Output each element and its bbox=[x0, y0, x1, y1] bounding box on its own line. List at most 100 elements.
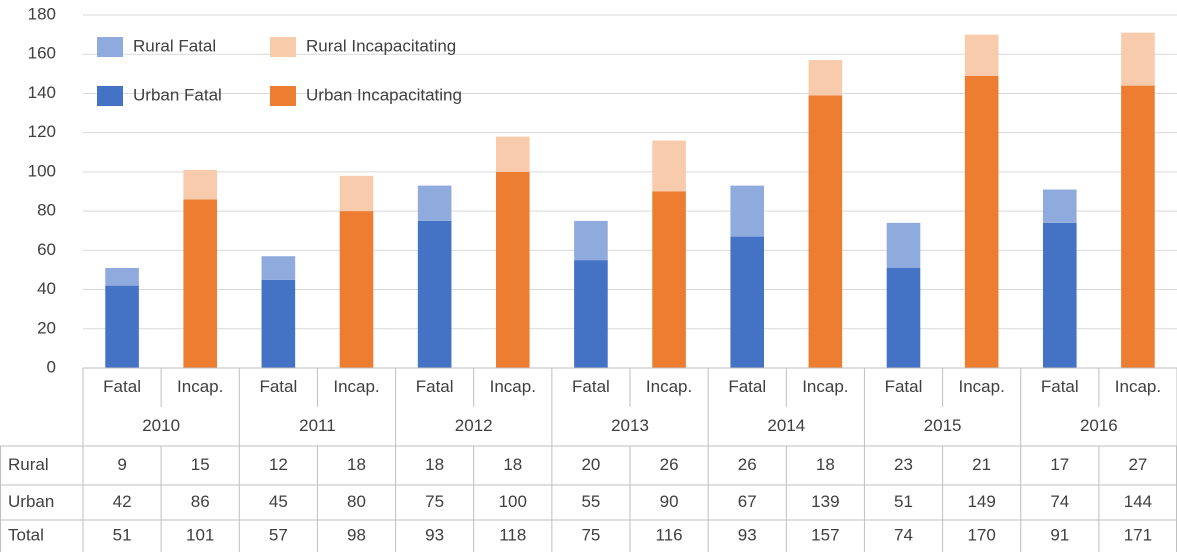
legend-swatch bbox=[97, 86, 123, 106]
table-cell: 93 bbox=[738, 525, 757, 544]
table-cell: 139 bbox=[811, 492, 839, 511]
legend-swatch bbox=[270, 86, 296, 106]
table-cell: 18 bbox=[347, 455, 366, 474]
group-label: 2014 bbox=[767, 416, 805, 435]
table-cell: 75 bbox=[425, 492, 444, 511]
x-tick-label: Incap. bbox=[802, 377, 848, 396]
table-cell: 67 bbox=[738, 492, 757, 511]
bar-segment bbox=[183, 169, 218, 200]
y-tick-label: 80 bbox=[37, 201, 56, 220]
bar-segment bbox=[105, 267, 139, 286]
table-cell: 144 bbox=[1124, 492, 1152, 511]
table-cell: 86 bbox=[191, 492, 210, 511]
group-label: 2010 bbox=[142, 416, 180, 435]
table-cell: 93 bbox=[425, 525, 444, 544]
table-cell: 18 bbox=[503, 455, 522, 474]
x-tick-label: Incap. bbox=[333, 377, 379, 396]
bar-segment bbox=[1121, 85, 1155, 368]
group-label: 2016 bbox=[1080, 416, 1118, 435]
row-label: Total bbox=[8, 525, 44, 544]
row-label: Rural bbox=[8, 455, 49, 474]
x-tick-label: Fatal bbox=[728, 377, 766, 396]
bar-segment bbox=[261, 279, 296, 368]
bar-segment bbox=[652, 140, 686, 192]
y-tick-label: 0 bbox=[47, 357, 56, 376]
bar-segment bbox=[417, 220, 452, 368]
bar-segment bbox=[730, 236, 765, 368]
row-label: Urban bbox=[8, 492, 54, 511]
legend-label: Urban Incapacitating bbox=[306, 85, 462, 104]
table-cell: 91 bbox=[1050, 525, 1069, 544]
x-tick-label: Incap. bbox=[958, 377, 1004, 396]
table-cell: 17 bbox=[1050, 455, 1069, 474]
group-label: 2011 bbox=[299, 416, 336, 435]
x-tick-label: Fatal bbox=[1041, 377, 1079, 396]
table-cell: 100 bbox=[499, 492, 527, 511]
table-cell: 74 bbox=[1050, 492, 1069, 511]
y-tick-label: 40 bbox=[37, 279, 56, 298]
table-cell: 51 bbox=[113, 525, 132, 544]
legend-label: Urban Fatal bbox=[133, 85, 222, 104]
table-cell: 21 bbox=[972, 455, 991, 474]
table-cell: 57 bbox=[269, 525, 288, 544]
y-tick-label: 100 bbox=[28, 161, 56, 180]
table-cell: 51 bbox=[894, 492, 913, 511]
table-cell: 98 bbox=[347, 525, 366, 544]
x-tick-label: Fatal bbox=[103, 377, 141, 396]
table-cell: 23 bbox=[894, 455, 913, 474]
table-cell: 101 bbox=[186, 525, 214, 544]
bar-segment bbox=[574, 260, 608, 368]
bar-segment bbox=[1042, 222, 1077, 368]
bar-segment bbox=[105, 285, 139, 368]
table-cell: 171 bbox=[1124, 525, 1152, 544]
table-cell: 116 bbox=[656, 525, 683, 544]
group-label: 2015 bbox=[924, 416, 962, 435]
table-cell: 18 bbox=[816, 455, 835, 474]
table-cell: 42 bbox=[113, 492, 132, 511]
y-tick-label: 60 bbox=[37, 240, 56, 259]
bar-segment bbox=[495, 171, 530, 368]
bar-segment bbox=[730, 185, 765, 237]
table-cell: 15 bbox=[191, 455, 210, 474]
bar-segment bbox=[1042, 189, 1077, 223]
table-cell: 27 bbox=[1128, 455, 1147, 474]
x-tick-label: Incap. bbox=[177, 377, 223, 396]
table-cell: 20 bbox=[581, 455, 600, 474]
bar-segment bbox=[339, 211, 374, 368]
legend-label: Rural Incapacitating bbox=[306, 36, 456, 55]
table-cell: 9 bbox=[117, 455, 126, 474]
bar-segment bbox=[964, 75, 999, 369]
y-tick-label: 20 bbox=[37, 318, 56, 337]
table-cell: 12 bbox=[269, 455, 288, 474]
bar-segment bbox=[808, 60, 843, 96]
table-cell: 149 bbox=[967, 492, 995, 511]
legend-swatch bbox=[270, 37, 296, 57]
bar-segment bbox=[261, 256, 296, 280]
bar-segment bbox=[652, 191, 686, 368]
table-cell: 90 bbox=[660, 492, 679, 511]
table-cell: 170 bbox=[967, 525, 995, 544]
x-tick-label: Fatal bbox=[259, 377, 297, 396]
bar-segment bbox=[886, 267, 921, 368]
table-cell: 45 bbox=[269, 492, 288, 511]
group-label: 2012 bbox=[455, 416, 493, 435]
x-tick-label: Incap. bbox=[1115, 377, 1161, 396]
table-cell: 26 bbox=[738, 455, 757, 474]
legend-swatch bbox=[97, 37, 123, 57]
bar-segment bbox=[495, 136, 530, 172]
table-cell: 80 bbox=[347, 492, 366, 511]
bar-segment bbox=[964, 34, 999, 76]
bar-segment bbox=[183, 199, 218, 368]
x-tick-label: Fatal bbox=[572, 377, 610, 396]
x-tick-label: Fatal bbox=[885, 377, 923, 396]
table-cell: 118 bbox=[499, 525, 526, 544]
y-tick-label: 160 bbox=[28, 44, 56, 63]
table-cell: 18 bbox=[425, 455, 444, 474]
table-cell: 26 bbox=[660, 455, 679, 474]
y-tick-label: 120 bbox=[28, 122, 56, 141]
y-tick-label: 140 bbox=[28, 83, 56, 102]
table-cell: 75 bbox=[581, 525, 600, 544]
bar-segment bbox=[417, 185, 452, 221]
legend-label: Rural Fatal bbox=[133, 36, 216, 55]
